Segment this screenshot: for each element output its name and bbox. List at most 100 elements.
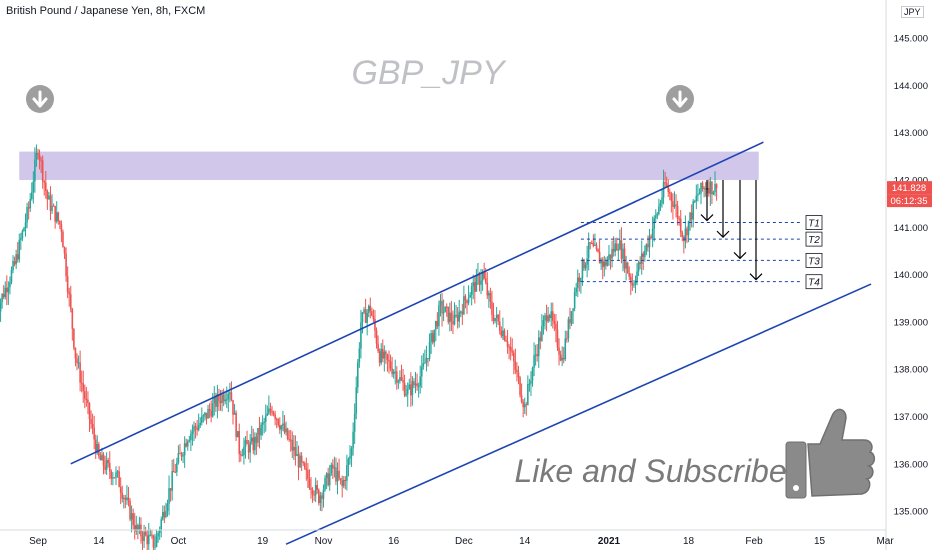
candle-body: [364, 309, 367, 323]
candle-body: [32, 181, 35, 193]
candle-body: [62, 231, 64, 248]
candle-body: [74, 347, 77, 359]
candle-body: [269, 408, 272, 411]
candle-body: [438, 305, 440, 327]
candle-body: [606, 260, 609, 266]
candle-body: [87, 399, 89, 404]
candle-body: [303, 463, 306, 469]
candle-body: [486, 282, 489, 296]
candle-body: [715, 184, 718, 189]
candle-body: [589, 242, 592, 244]
candle-body: [396, 371, 398, 383]
candle-body: [71, 308, 74, 329]
candle-body: [525, 404, 528, 406]
candle-body: [403, 382, 406, 396]
candle-body: [425, 358, 428, 363]
candle-body: [466, 300, 468, 304]
candle-body: [417, 386, 420, 388]
candle-body: [484, 278, 487, 283]
candle-body: [689, 212, 691, 222]
candle-body: [277, 419, 280, 425]
candle-body: [712, 191, 715, 195]
candle-body: [385, 351, 387, 355]
candle-body: [615, 243, 618, 251]
candle-body: [374, 319, 376, 331]
candle-body: [533, 355, 535, 368]
candle-body: [626, 262, 629, 274]
candle-body: [520, 395, 523, 402]
candle-body: [257, 427, 259, 443]
candle-body: [614, 243, 616, 252]
candle-body: [449, 312, 451, 323]
target-arrow-head: [716, 230, 730, 238]
candle-body: [88, 403, 91, 420]
candle-body: [65, 253, 67, 277]
candle-body: [498, 321, 501, 331]
candle-body: [155, 536, 158, 547]
price-tick-label: 136.000: [894, 459, 928, 470]
candle-body: [177, 453, 180, 463]
candle-body: [80, 382, 83, 384]
candle-body: [650, 236, 652, 238]
candle-body: [339, 478, 342, 481]
currency-label[interactable]: JPY: [901, 6, 924, 18]
candle-body: [620, 240, 623, 259]
candle-body: [634, 282, 637, 285]
candle-body: [294, 447, 297, 457]
candle-body: [107, 460, 109, 464]
candle-body: [235, 412, 237, 438]
candle-body: [644, 250, 646, 257]
candle-body: [147, 535, 150, 545]
candle-body: [330, 464, 333, 474]
candle-body: [249, 441, 251, 453]
candle-body: [357, 362, 359, 388]
candle-body: [236, 431, 239, 438]
candle-body: [361, 312, 364, 323]
candle-body: [165, 511, 167, 518]
candle-body: [16, 254, 19, 260]
candle-body: [325, 473, 328, 479]
candle-body: [350, 448, 353, 456]
candle-body: [463, 296, 465, 315]
candle-body: [333, 467, 336, 469]
candle-body: [360, 322, 362, 349]
candle-body: [0, 302, 2, 312]
candle-body: [300, 455, 303, 463]
candle-body: [255, 436, 258, 443]
candle-body: [101, 454, 103, 461]
candle-body: [528, 383, 531, 385]
candle-body: [503, 330, 506, 340]
candle-body: [215, 396, 217, 407]
candle-body: [566, 338, 568, 340]
candle-body: [630, 276, 632, 284]
candle-body: [9, 282, 11, 288]
target-arrow-head: [749, 273, 763, 281]
candle-body: [553, 320, 556, 324]
candle-body: [45, 182, 47, 191]
candle-body: [307, 470, 309, 479]
time-tick-label: 18: [683, 536, 695, 547]
candle-body: [664, 182, 666, 184]
candle-body: [659, 203, 662, 207]
candle-body: [500, 330, 503, 337]
candle-body: [302, 462, 304, 464]
candle-body: [149, 534, 152, 536]
candle-body: [435, 321, 437, 330]
candle-body: [375, 330, 378, 344]
candle-body: [324, 478, 326, 490]
candle-body: [313, 494, 315, 496]
candle-body: [502, 330, 504, 337]
candle-body: [642, 253, 645, 257]
candle-body: [678, 218, 680, 220]
candle-body: [280, 425, 283, 430]
candle-body: [127, 497, 130, 501]
candle-body: [583, 259, 585, 269]
candle-body: [179, 453, 181, 455]
candle-body: [394, 371, 397, 373]
candle-body: [564, 338, 567, 360]
price-tick-label: 138.000: [894, 365, 928, 376]
candle-body: [572, 308, 574, 312]
candle-body: [121, 492, 124, 499]
candle-body: [93, 427, 95, 440]
